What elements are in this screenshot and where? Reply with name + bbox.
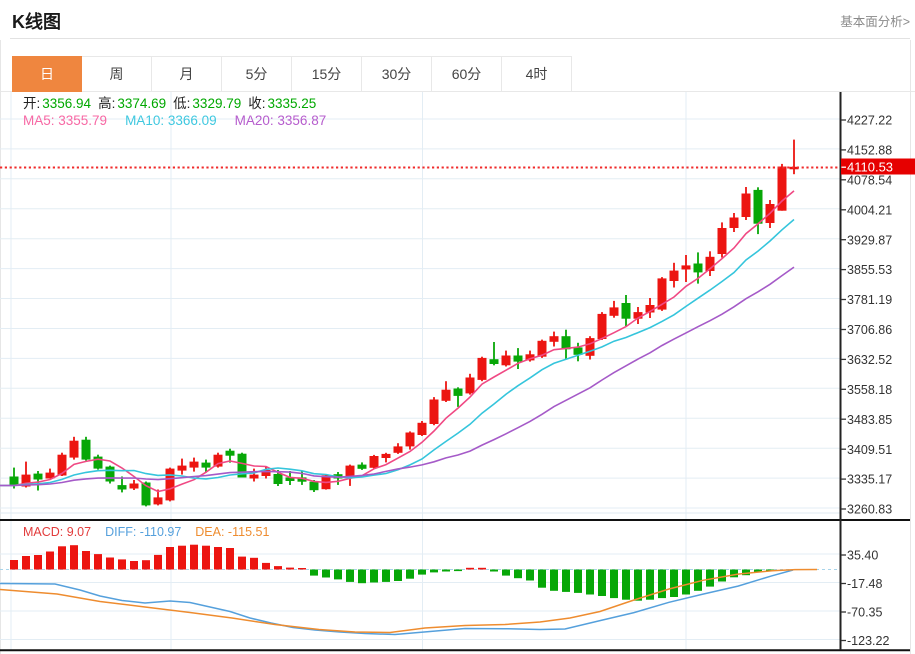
svg-text:3929.87: 3929.87 <box>847 233 892 247</box>
svg-text:3260.83: 3260.83 <box>847 503 892 517</box>
svg-text:3855.53: 3855.53 <box>847 263 892 277</box>
svg-text:-70.35: -70.35 <box>847 606 882 620</box>
svg-text:35.40: 35.40 <box>847 549 878 563</box>
svg-text:3409.51: 3409.51 <box>847 443 892 457</box>
svg-text:3706.86: 3706.86 <box>847 323 892 337</box>
svg-text:3483.85: 3483.85 <box>847 413 892 427</box>
svg-text:-17.48: -17.48 <box>847 577 882 591</box>
svg-text:4152.88: 4152.88 <box>847 144 892 158</box>
svg-text:3558.18: 3558.18 <box>847 383 892 397</box>
svg-text:4078.54: 4078.54 <box>847 173 892 187</box>
svg-text:-123.22: -123.22 <box>847 634 889 648</box>
svg-text:3632.52: 3632.52 <box>847 353 892 367</box>
svg-text:3781.19: 3781.19 <box>847 293 892 307</box>
svg-text:开:3356.94高:3374.69低:3329.79收:3: 开: 3356.94 高: 3374.69 低: 3329.79 收: 3335.25 <box>23 95 316 111</box>
svg-text:4227.22: 4227.22 <box>847 114 892 128</box>
svg-text:3335.17: 3335.17 <box>847 473 892 487</box>
svg-text:4110.53: 4110.53 <box>847 159 893 174</box>
svg-text:4004.21: 4004.21 <box>847 203 892 217</box>
